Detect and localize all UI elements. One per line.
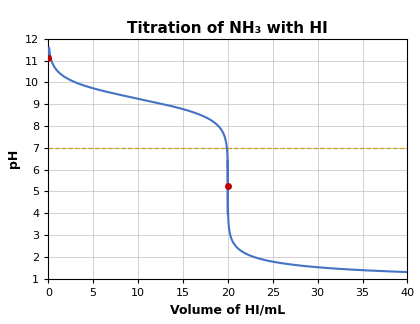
Y-axis label: pH: pH bbox=[7, 149, 20, 168]
X-axis label: Volume of HI/mL: Volume of HI/mL bbox=[170, 303, 286, 316]
Title: Titration of NH₃ with HI: Titration of NH₃ with HI bbox=[128, 21, 328, 36]
